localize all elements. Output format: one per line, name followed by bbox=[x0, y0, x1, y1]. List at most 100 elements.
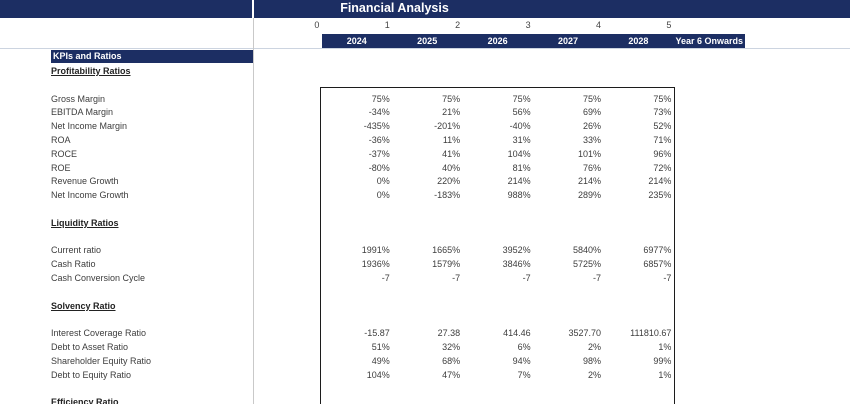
value-cell[interactable]: 101% bbox=[577, 148, 601, 159]
value-cell[interactable]: 40% bbox=[442, 162, 461, 173]
period-number-cell[interactable]: 2 bbox=[455, 19, 461, 30]
value-cell[interactable]: 1936% bbox=[361, 259, 390, 270]
value-cell[interactable]: 6% bbox=[517, 341, 531, 352]
value-cell[interactable]: 49% bbox=[371, 355, 390, 366]
value-cell[interactable]: 81% bbox=[512, 162, 531, 173]
value-cell[interactable]: -435% bbox=[363, 121, 390, 132]
section-header[interactable]: Liquidity Ratios bbox=[51, 217, 119, 228]
row-label[interactable]: EBITDA Margin bbox=[51, 107, 114, 118]
value-cell[interactable]: -7 bbox=[592, 272, 601, 283]
value-cell[interactable]: 3527.70 bbox=[568, 328, 601, 339]
value-cell[interactable]: 104% bbox=[507, 148, 531, 159]
value-cell[interactable]: 1% bbox=[658, 341, 672, 352]
value-cell[interactable]: -80% bbox=[368, 162, 390, 173]
value-cell[interactable]: 72% bbox=[653, 162, 672, 173]
row-label[interactable]: Shareholder Equity Ratio bbox=[51, 355, 152, 366]
value-cell[interactable]: 41% bbox=[442, 148, 461, 159]
row-label[interactable]: Debt to Equity Ratio bbox=[51, 369, 132, 380]
value-cell[interactable]: -15.87 bbox=[364, 328, 390, 339]
period-number-cell[interactable]: 0 bbox=[314, 19, 320, 30]
row-label[interactable]: Revenue Growth bbox=[51, 176, 119, 187]
value-cell[interactable]: 27.38 bbox=[437, 328, 461, 339]
value-cell[interactable]: 33% bbox=[582, 134, 601, 145]
value-cell[interactable]: 104% bbox=[366, 369, 390, 380]
row-label[interactable]: Interest Coverage Ratio bbox=[51, 328, 147, 339]
value-cell[interactable]: 5725% bbox=[572, 259, 601, 270]
section-header[interactable]: Profitability Ratios bbox=[51, 65, 131, 76]
value-cell[interactable]: 21% bbox=[442, 107, 461, 118]
period-number-cell[interactable]: 5 bbox=[666, 19, 672, 30]
row-label[interactable]: Net Income Margin bbox=[51, 121, 128, 132]
value-cell[interactable]: 7% bbox=[517, 369, 531, 380]
value-cell[interactable]: 3952% bbox=[502, 245, 531, 256]
value-cell[interactable]: 71% bbox=[653, 134, 672, 145]
value-cell[interactable]: 68% bbox=[442, 355, 461, 366]
period-number-cell[interactable]: 1 bbox=[384, 19, 390, 30]
value-cell[interactable]: -40% bbox=[509, 121, 531, 132]
value-cell[interactable]: 1% bbox=[658, 369, 672, 380]
value-cell[interactable]: 56% bbox=[512, 107, 531, 118]
value-cell[interactable]: 289% bbox=[577, 190, 601, 201]
row-label[interactable]: Debt to Asset Ratio bbox=[51, 341, 129, 352]
value-cell[interactable]: 5840% bbox=[572, 245, 601, 256]
value-cell[interactable]: 47% bbox=[442, 369, 461, 380]
value-cell[interactable]: 0% bbox=[376, 176, 390, 187]
value-cell[interactable]: 6857% bbox=[643, 259, 672, 270]
row-label[interactable]: Gross Margin bbox=[51, 93, 106, 104]
value-cell[interactable]: 73% bbox=[653, 107, 672, 118]
value-cell[interactable]: -183% bbox=[434, 190, 461, 201]
value-cell[interactable]: 1991% bbox=[361, 245, 390, 256]
value-cell[interactable]: -7 bbox=[522, 272, 531, 283]
value-cell[interactable]: 11% bbox=[442, 134, 461, 145]
value-cell[interactable]: 75% bbox=[371, 93, 390, 104]
year-header-cell[interactable]: 2026 bbox=[462, 33, 533, 48]
year-header-cell[interactable]: 2028 bbox=[603, 33, 674, 48]
year-header-cell[interactable]: 2025 bbox=[392, 33, 463, 48]
value-cell[interactable]: 98% bbox=[582, 355, 601, 366]
row-label[interactable]: Cash Ratio bbox=[51, 259, 96, 270]
value-cell[interactable]: 75% bbox=[512, 93, 531, 104]
row-label[interactable]: Cash Conversion Cycle bbox=[51, 272, 146, 283]
value-cell[interactable]: 6977% bbox=[643, 245, 672, 256]
value-cell[interactable]: 75% bbox=[582, 93, 601, 104]
value-cell[interactable]: 51% bbox=[371, 341, 390, 352]
row-label[interactable]: ROA bbox=[51, 134, 71, 145]
value-cell[interactable]: 69% bbox=[582, 107, 601, 118]
value-cell[interactable]: -36% bbox=[368, 134, 390, 145]
value-cell[interactable]: 75% bbox=[442, 93, 461, 104]
value-cell[interactable]: 988% bbox=[507, 190, 531, 201]
value-cell[interactable]: 220% bbox=[437, 176, 461, 187]
value-cell[interactable]: 0% bbox=[376, 190, 390, 201]
period-number-cell[interactable]: 4 bbox=[595, 19, 601, 30]
value-cell[interactable]: 1665% bbox=[432, 245, 461, 256]
value-cell[interactable]: 2% bbox=[587, 341, 601, 352]
value-cell[interactable]: 76% bbox=[582, 162, 601, 173]
value-cell[interactable]: 214% bbox=[507, 176, 531, 187]
value-cell[interactable]: -7 bbox=[452, 272, 461, 283]
kpis-header-cell[interactable]: KPIs and Ratios bbox=[50, 49, 253, 64]
value-cell[interactable]: 96% bbox=[653, 148, 672, 159]
value-cell[interactable]: 94% bbox=[512, 355, 531, 366]
value-cell[interactable]: -34% bbox=[368, 107, 390, 118]
value-cell[interactable]: -37% bbox=[368, 148, 390, 159]
value-cell[interactable]: 75% bbox=[653, 93, 672, 104]
value-cell[interactable]: 235% bbox=[648, 190, 672, 201]
year-header-cell[interactable]: 2024 bbox=[321, 33, 392, 48]
row-label[interactable]: ROE bbox=[51, 162, 71, 173]
row-label[interactable]: Current ratio bbox=[51, 245, 102, 256]
value-cell[interactable]: 99% bbox=[653, 355, 672, 366]
value-cell[interactable]: -201% bbox=[434, 121, 461, 132]
section-header[interactable]: Efficiency Ratio bbox=[51, 397, 119, 404]
year-header-cell[interactable]: 2027 bbox=[532, 33, 604, 48]
value-cell[interactable]: 32% bbox=[442, 341, 461, 352]
value-cell[interactable]: 26% bbox=[582, 121, 601, 132]
value-cell[interactable]: 414.46 bbox=[503, 328, 531, 339]
sheet-title[interactable]: Financial Analysis bbox=[340, 1, 449, 15]
value-cell[interactable]: -7 bbox=[381, 272, 390, 283]
value-cell[interactable]: 1579% bbox=[432, 259, 461, 270]
section-header[interactable]: Solvency Ratio bbox=[51, 300, 116, 311]
value-cell[interactable]: 52% bbox=[653, 121, 672, 132]
value-cell[interactable]: 2% bbox=[587, 369, 601, 380]
row-label[interactable]: Net Income Growth bbox=[51, 190, 129, 201]
value-cell[interactable]: 111810.67 bbox=[630, 328, 672, 339]
